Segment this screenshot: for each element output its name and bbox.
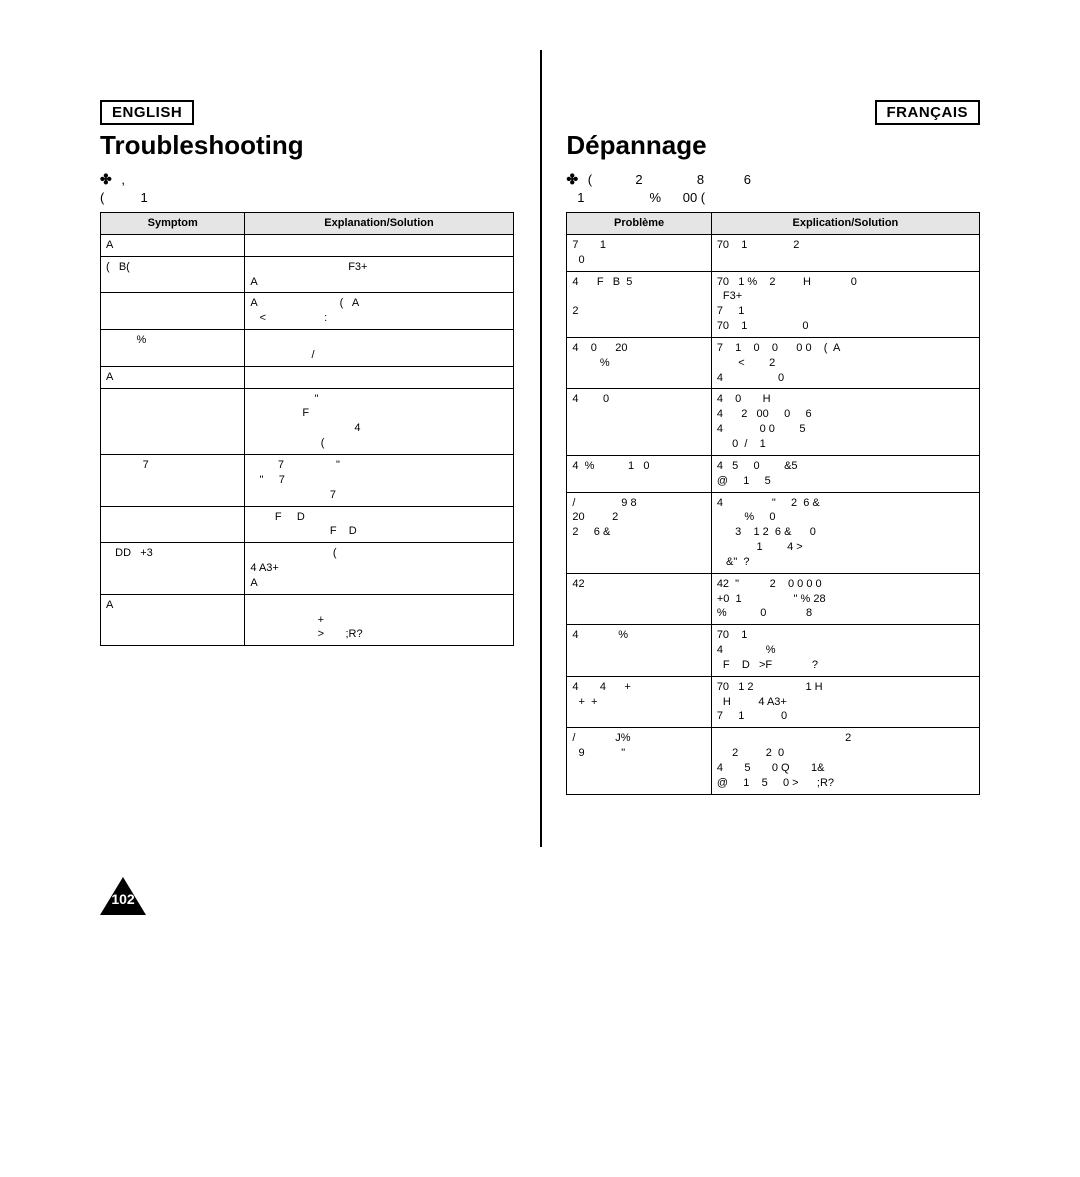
cell-symptom: 42 [567, 573, 711, 625]
cell-solution: F D F D [245, 506, 513, 543]
table-row: 7 7 " " 7 7 [101, 454, 514, 506]
table-row: 4 0 20 %7 1 0 0 0 0 ( A < 2 4 0 [567, 337, 980, 389]
cell-symptom [101, 388, 245, 454]
table-row: A ( A < : [101, 293, 514, 330]
cell-solution [245, 234, 513, 256]
section-subline-right: ✤ ( 2 8 6 1 % 00 ( [566, 170, 751, 206]
cell-solution [245, 366, 513, 388]
table-row: 4 4 + + +70 1 2 1 H H 4 A3+ 7 1 0 [567, 676, 980, 728]
cell-symptom: 4 % [567, 625, 711, 677]
cell-symptom: A [101, 366, 245, 388]
page-number: 102 [100, 891, 146, 907]
language-label-english: ENGLISH [100, 100, 194, 125]
table-row: 4 04 0 H 4 2 00 0 6 4 0 0 5 0 / 1 [567, 389, 980, 455]
cell-symptom: 4 0 [567, 389, 711, 455]
cell-solution: 70 1 % 2 H 0 F3+ 7 1 70 1 0 [711, 271, 979, 337]
table-row: F D F D [101, 506, 514, 543]
cell-symptom: / 9 8 20 2 2 6 & [567, 492, 711, 573]
bullet-icon: ✤ [566, 171, 578, 187]
cell-solution: 42 " 2 0 0 0 0 +0 1 " % 28 % 0 8 [711, 573, 979, 625]
section-title-left: Troubleshooting [100, 130, 304, 161]
cell-solution: 4 0 H 4 2 00 0 6 4 0 0 5 0 / 1 [711, 389, 979, 455]
cell-solution: 7 1 0 0 0 0 ( A < 2 4 0 [711, 337, 979, 389]
cell-solution: / [245, 330, 513, 367]
table-row: DD +3 ( 4 A3+ A [101, 543, 514, 595]
content-area: ENGLISH Troubleshooting ✤ , ( 1 Symptom … [100, 50, 980, 847]
table-row: 4 F B 5 270 1 % 2 H 0 F3+ 7 1 70 1 0 [567, 271, 980, 337]
table-row: / 9 8 20 2 2 6 &4 " 2 6 & % 0 3 1 2 6 & … [567, 492, 980, 573]
cell-symptom: % [101, 330, 245, 367]
cell-symptom [101, 506, 245, 543]
language-label-french: FRANÇAIS [875, 100, 981, 125]
col-header-symptom: Symptom [101, 213, 245, 235]
cell-solution: " F 4 ( [245, 388, 513, 454]
cell-symptom: A [101, 234, 245, 256]
table-row: 7 1 070 1 2 [567, 234, 980, 271]
cell-solution: 7 " " 7 7 [245, 454, 513, 506]
cell-symptom: 7 1 0 [567, 234, 711, 271]
subline-text: ( 2 8 6 1 % 00 ( [566, 172, 751, 205]
col-header-problem: Problème [567, 213, 711, 235]
table-row: A + > ;R? [101, 594, 514, 646]
col-header-solution: Explanation/Solution [245, 213, 513, 235]
cell-symptom [101, 293, 245, 330]
table-row: ( B( F3+ A [101, 256, 514, 293]
cell-symptom: / J% 9 " [567, 728, 711, 794]
table-row: " F 4 ( [101, 388, 514, 454]
table-row: % / [101, 330, 514, 367]
cell-solution: 4 " 2 6 & % 0 3 1 2 6 & 0 1 4 > &" ? [711, 492, 979, 573]
troubleshooting-table-right: Problème Explication/Solution 7 1 070 1 … [566, 212, 980, 795]
table-row: 4242 " 2 0 0 0 0 +0 1 " % 28 % 0 8 [567, 573, 980, 625]
table-row: A [101, 366, 514, 388]
left-column-english: ENGLISH Troubleshooting ✤ , ( 1 Symptom … [100, 50, 514, 847]
section-title-right: Dépannage [566, 130, 706, 161]
table-row: / J% 9 " 2 2 2 0 4 5 0 Q 1& @ 1 5 0 > ;R… [567, 728, 980, 794]
cell-solution: 70 1 4 % F D >F ? [711, 625, 979, 677]
cell-symptom: 4 % 1 0 [567, 455, 711, 492]
cell-solution: + > ;R? [245, 594, 513, 646]
cell-solution: 70 1 2 [711, 234, 979, 271]
bullet-icon: ✤ [100, 171, 112, 187]
cell-symptom: 4 0 20 % [567, 337, 711, 389]
manual-page: ENGLISH Troubleshooting ✤ , ( 1 Symptom … [0, 0, 1080, 1177]
table-row: A [101, 234, 514, 256]
cell-symptom: 4 4 + + + [567, 676, 711, 728]
cell-symptom: 7 [101, 454, 245, 506]
table-row: 4 % 1 04 5 0 &5 @ 1 5 [567, 455, 980, 492]
troubleshooting-table-left: Symptom Explanation/Solution A( B( F3+ A… [100, 212, 514, 646]
cell-solution: 4 5 0 &5 @ 1 5 [711, 455, 979, 492]
vertical-center-divider [540, 50, 542, 847]
cell-solution: A ( A < : [245, 293, 513, 330]
cell-solution: 2 2 2 0 4 5 0 Q 1& @ 1 5 0 > ;R? [711, 728, 979, 794]
section-subline-left: ✤ , ( 1 [100, 170, 148, 206]
cell-symptom: A [101, 594, 245, 646]
cell-symptom: DD +3 [101, 543, 245, 595]
page-number-badge: 102 [100, 877, 146, 915]
right-column-french: FRANÇAIS Dépannage ✤ ( 2 8 6 1 % 00 ( Pr… [566, 50, 980, 847]
cell-solution: ( 4 A3+ A [245, 543, 513, 595]
cell-symptom: ( B( [101, 256, 245, 293]
table-row: 4 %70 1 4 % F D >F ? [567, 625, 980, 677]
cell-solution: F3+ A [245, 256, 513, 293]
cell-symptom: 4 F B 5 2 [567, 271, 711, 337]
col-header-explication: Explication/Solution [711, 213, 979, 235]
cell-solution: 70 1 2 1 H H 4 A3+ 7 1 0 [711, 676, 979, 728]
